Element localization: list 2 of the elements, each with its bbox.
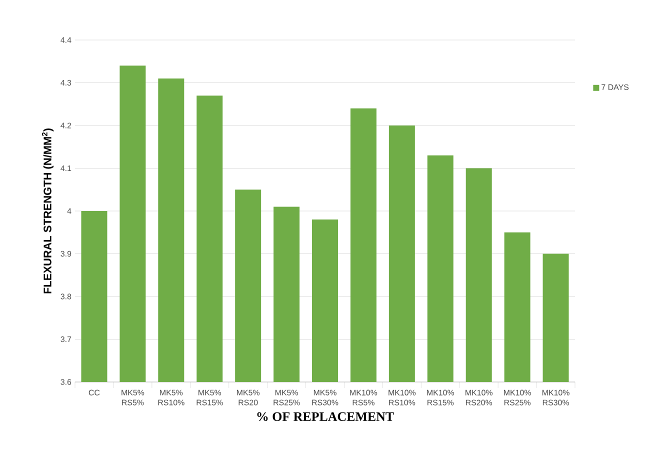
y-axis-title: FLEXURAL STRENGTH (N/MM$^{2}$) [42,128,54,294]
x-axis-title: % OF REPLACEMENT [257,412,394,421]
